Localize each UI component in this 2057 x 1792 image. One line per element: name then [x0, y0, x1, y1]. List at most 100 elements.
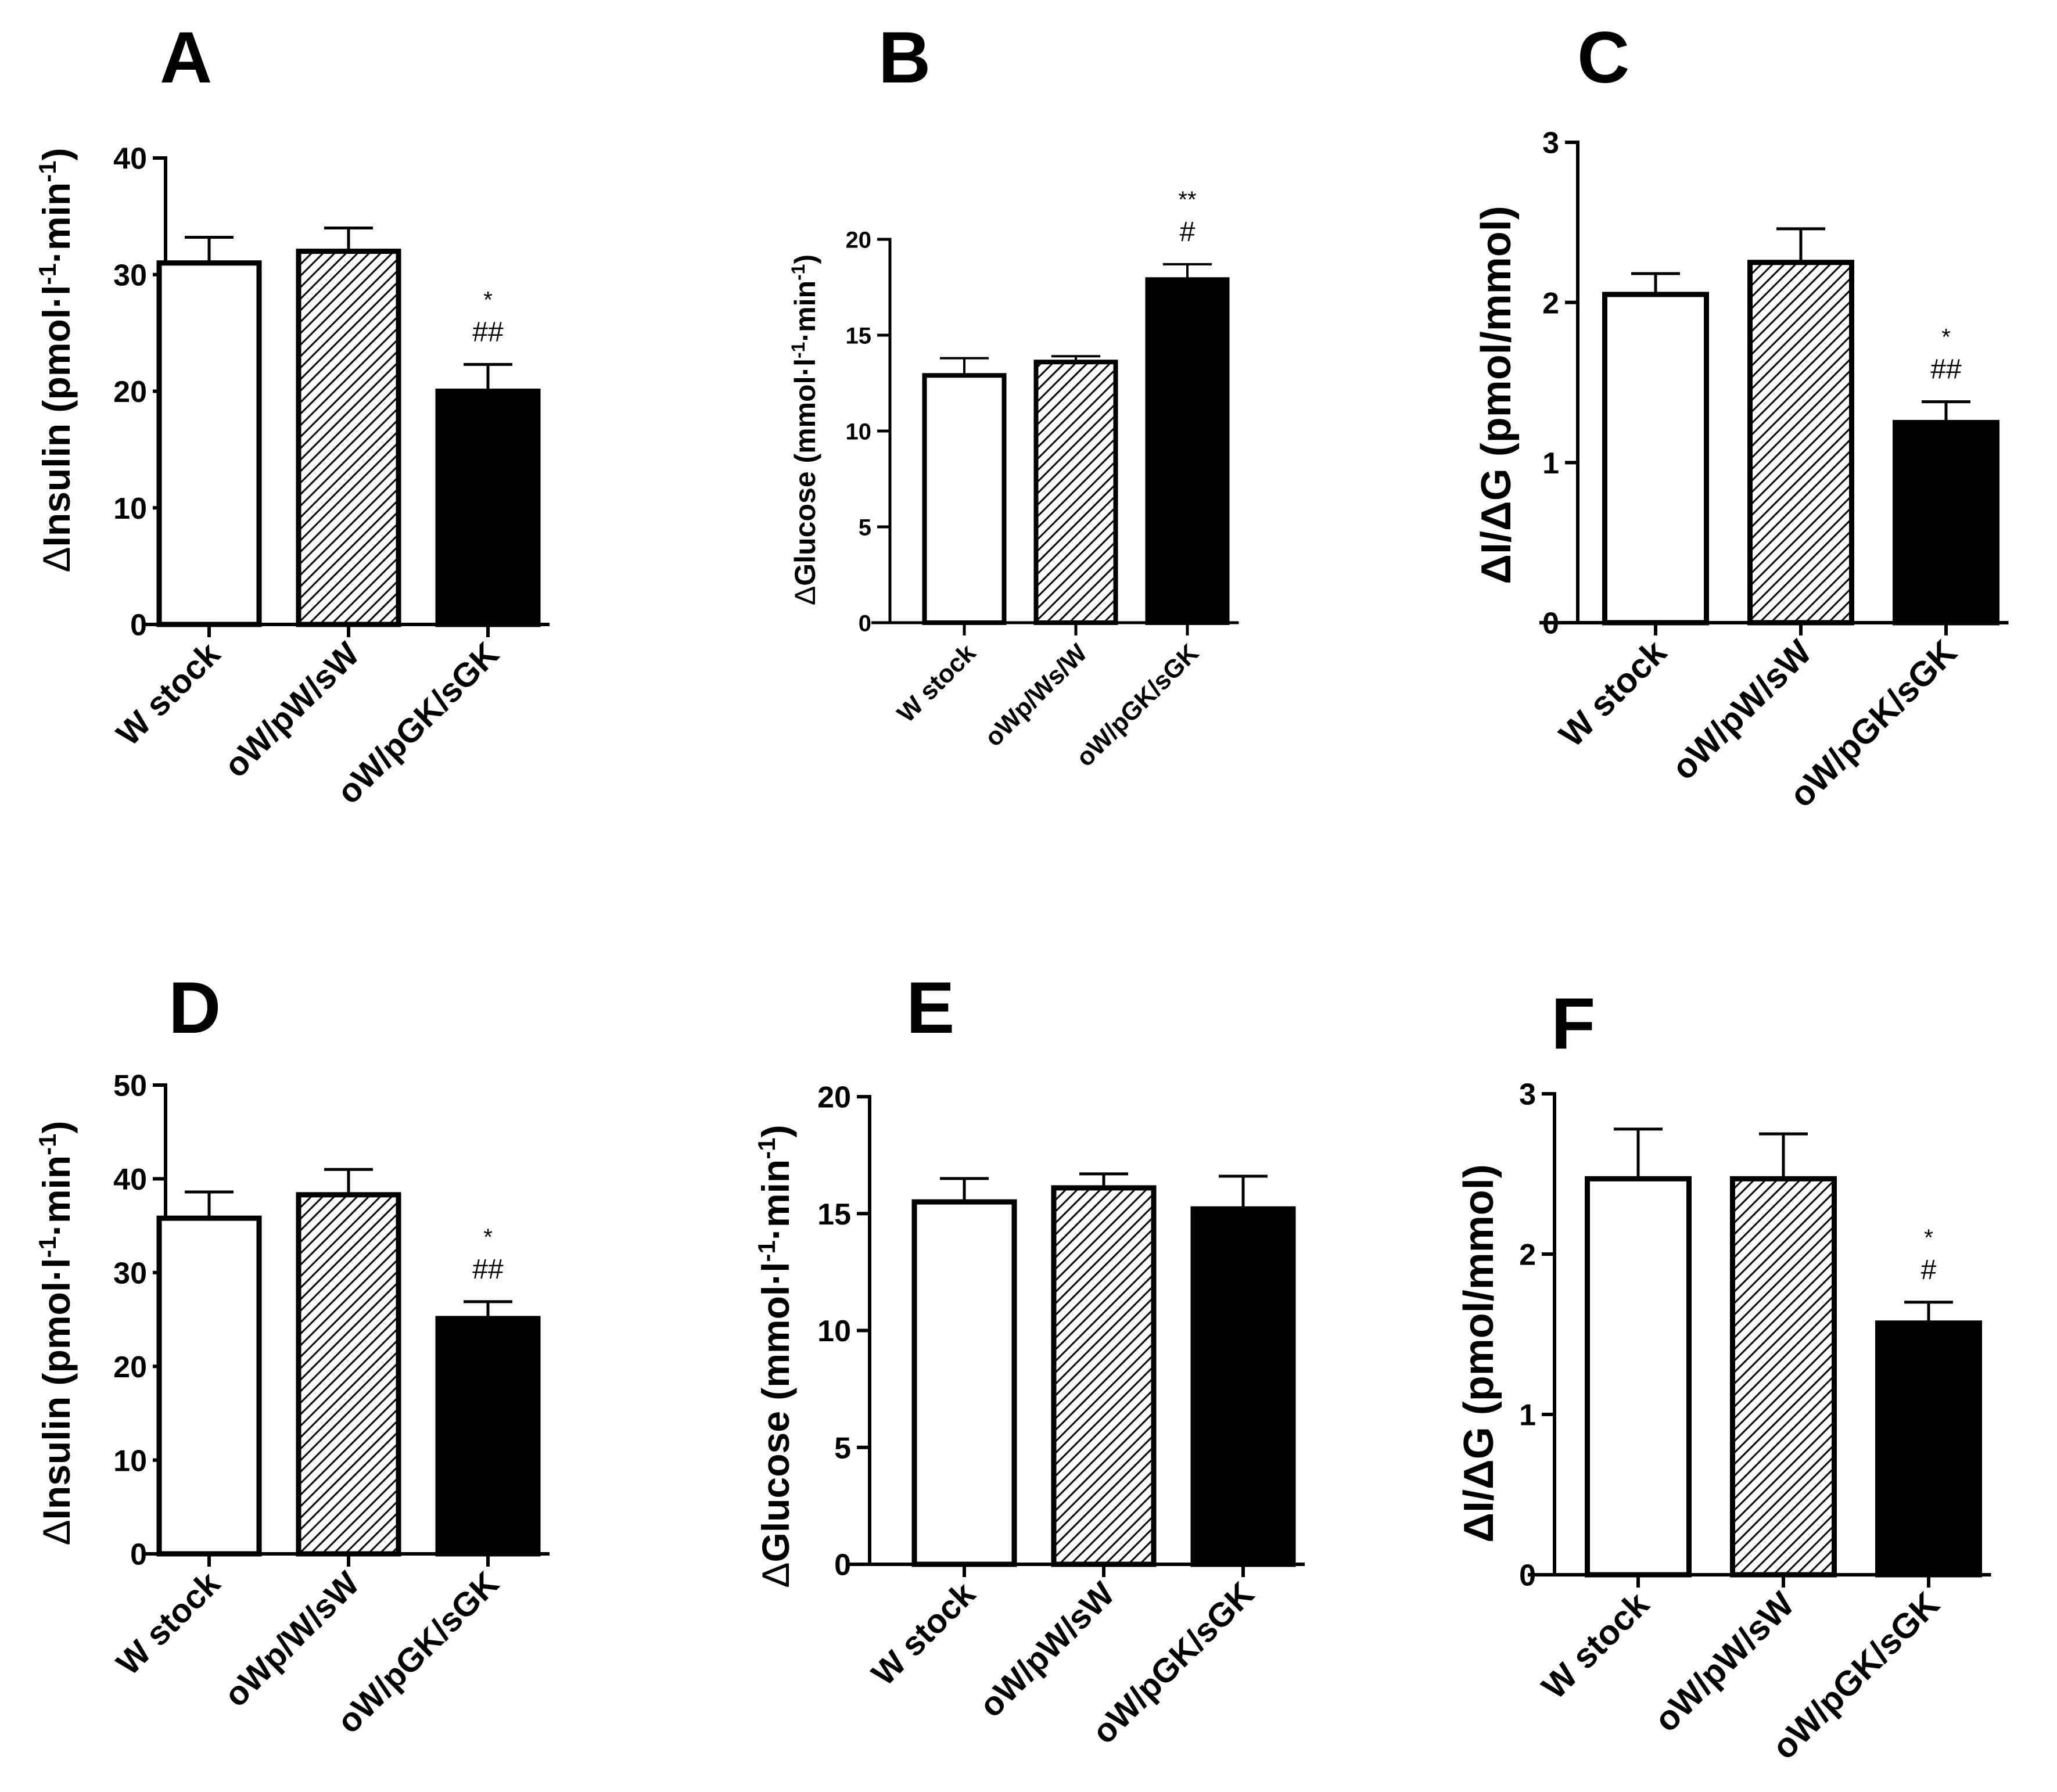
bar-open — [156, 1215, 262, 1557]
y-label-sup: -1 — [34, 263, 61, 285]
y-label-sup: -1 — [753, 1137, 780, 1159]
bar-solid — [1190, 1206, 1296, 1567]
bar-hatched — [296, 1192, 401, 1557]
y-label-mid: ·min — [789, 281, 821, 342]
y-tick-label: 10 — [113, 492, 147, 526]
significance-hash: # — [1921, 1255, 1937, 1285]
x-category-label: W stock — [109, 1564, 228, 1683]
significance-hash: ## — [472, 317, 504, 347]
y-axis-label: ΔInsulin (pmol·l-1·min-1) — [34, 148, 78, 572]
x-category-label: W stock — [864, 1575, 983, 1693]
significance-star: * — [483, 1224, 493, 1250]
bar-open — [922, 373, 1007, 625]
y-tick-label: 40 — [113, 142, 147, 176]
y-label-delta: Δ — [754, 1563, 797, 1588]
bar-hatched — [1033, 360, 1118, 625]
y-tick-label: 2 — [1519, 1238, 1536, 1272]
y-label-close: ) — [35, 148, 78, 160]
y-label-sup: -1 — [788, 342, 809, 358]
y-tick-label: 1 — [1542, 447, 1559, 480]
y-label-sup: -1 — [34, 160, 61, 182]
bar-hatched — [1747, 260, 1854, 626]
y-label-delta: Δ — [35, 1520, 78, 1545]
significance-hash: ## — [472, 1254, 504, 1285]
panel-letter: B — [878, 17, 931, 98]
bar-hatched — [1730, 1176, 1837, 1578]
y-tick-label: 5 — [859, 515, 871, 540]
y-label-main: Glucose (mmol·l — [789, 358, 821, 586]
x-category-label: oW/pW/sW — [217, 635, 367, 785]
y-label-close: ) — [789, 254, 821, 264]
y-axis-label: ΔGlucose (mmol·l-1·min-1) — [788, 254, 821, 605]
y-tick-label: 30 — [113, 258, 147, 292]
y-tick-label: 20 — [817, 1081, 851, 1115]
y-tick-label: 3 — [1542, 127, 1559, 160]
bar-solid — [435, 1316, 541, 1557]
y-axis-label: ΔI/ΔG (pmol/mmol) — [1473, 206, 1520, 584]
x-category-label: oWp/W/sW — [217, 1564, 367, 1714]
y-label-close: ) — [35, 1121, 78, 1133]
bar-solid — [435, 389, 541, 627]
bar-open — [1585, 1176, 1692, 1578]
x-category-label: oW/pW/sW — [1664, 633, 1819, 788]
panel-letter: E — [906, 968, 954, 1048]
significance-star: * — [1941, 325, 1951, 350]
significance-star: * — [1924, 1225, 1933, 1251]
y-axis-label: ΔInsulin (pmol·l-1·min-1) — [34, 1121, 78, 1545]
y-tick-label: 50 — [113, 1069, 147, 1103]
x-category-label: W stock — [109, 635, 228, 753]
significance-hash: # — [1180, 217, 1196, 247]
y-tick-label: 10 — [113, 1444, 147, 1478]
x-category-label: oW/pW/sW — [972, 1575, 1122, 1725]
x-category-label: oW/pW/sW — [1647, 1585, 1802, 1740]
y-label-main: Insulin (pmol·l — [35, 1258, 78, 1520]
bar-hatched — [296, 249, 401, 627]
y-tick-label: 20 — [846, 227, 872, 253]
panel-letter: A — [160, 17, 212, 98]
y-label-sup: -1 — [788, 264, 809, 281]
y-tick-label: 0 — [130, 609, 147, 642]
y-label-sup: -1 — [34, 1133, 61, 1155]
y-axis-label: ΔI/ΔG (pmol/mmol) — [1456, 1164, 1502, 1542]
y-tick-label: 2 — [1542, 286, 1559, 320]
bar-solid — [1875, 1320, 1982, 1578]
y-label-close: ) — [754, 1125, 797, 1137]
panel-letter: C — [1577, 17, 1629, 98]
x-category-label: oWp/Ws/W — [979, 638, 1093, 752]
y-tick-label: 20 — [113, 1351, 147, 1384]
panel-letter: D — [168, 968, 221, 1048]
y-tick-label: 5 — [834, 1431, 851, 1465]
y-tick-label: 3 — [1519, 1078, 1536, 1112]
y-label-main: Insulin (pmol·l — [35, 285, 78, 547]
significance-hash: ## — [1930, 354, 1962, 385]
y-tick-label: 15 — [817, 1198, 851, 1231]
y-tick-label: 10 — [817, 1315, 851, 1348]
y-tick-label: 1 — [1519, 1399, 1536, 1432]
bar-open — [1602, 292, 1709, 626]
x-category-label: W stock — [1534, 1584, 1656, 1706]
y-tick-label: 40 — [113, 1163, 147, 1197]
x-category-label: W stock — [1552, 632, 1674, 754]
y-axis-label: ΔGlucose (mmol·l-1·min-1) — [753, 1125, 797, 1588]
y-label-delta: Δ — [35, 547, 78, 572]
y-label-delta: Δ — [789, 586, 821, 605]
y-tick-label: 30 — [113, 1257, 147, 1291]
bar-solid — [1145, 277, 1230, 625]
y-tick-label: 0 — [859, 610, 871, 636]
y-label-mid: ·min — [35, 182, 78, 263]
y-tick-label: 10 — [846, 419, 872, 444]
significance-star: * — [483, 287, 493, 313]
bar-open — [911, 1199, 1017, 1567]
y-label-sup: -1 — [753, 1240, 780, 1262]
bar-solid — [1893, 419, 1999, 626]
y-label-mid: ·min — [754, 1159, 797, 1240]
bar-hatched — [1051, 1185, 1157, 1567]
significance-star: ** — [1178, 187, 1196, 213]
y-label-main: Glucose (mmol·l — [754, 1262, 797, 1562]
y-label-mid: ·min — [35, 1155, 78, 1236]
